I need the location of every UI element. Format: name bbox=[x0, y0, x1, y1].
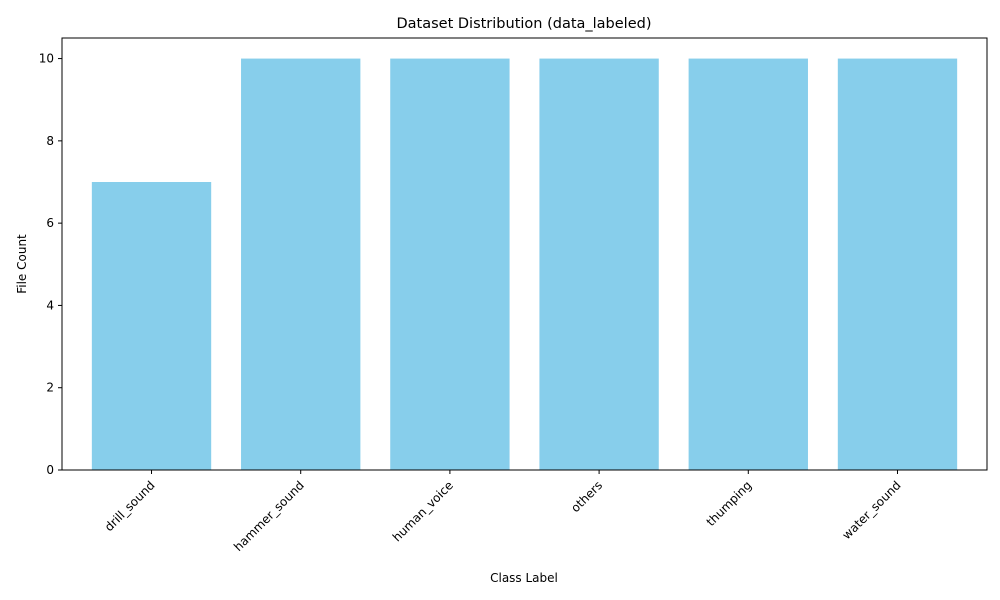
bar-hammer_sound bbox=[241, 58, 361, 470]
x-axis: drill_sound hammer_sound human_voice others… bbox=[102, 470, 904, 554]
y-axis: 0 2 4 6 8 10 bbox=[39, 52, 62, 477]
x-tick-label: thumping bbox=[704, 478, 755, 529]
chart-title: Dataset Distribution (data_labeled) bbox=[396, 16, 651, 32]
bars-group bbox=[91, 58, 958, 470]
y-tick-label: 6 bbox=[46, 216, 54, 230]
bar-thumping bbox=[688, 58, 808, 470]
y-tick-label: 8 bbox=[46, 134, 54, 148]
y-tick-label: 2 bbox=[46, 381, 54, 395]
x-axis-label: Class Label bbox=[490, 571, 558, 585]
x-tick-label: others bbox=[568, 478, 605, 515]
y-tick-label: 10 bbox=[39, 52, 54, 66]
plot-frame bbox=[61, 37, 988, 471]
x-tick-label: hammer_sound bbox=[231, 478, 307, 554]
y-axis-label: File Count bbox=[15, 234, 29, 294]
y-tick-label: 0 bbox=[46, 463, 54, 477]
bar-human_voice bbox=[390, 58, 510, 470]
y-tick-label: 4 bbox=[46, 298, 54, 312]
bar-others bbox=[539, 58, 659, 470]
x-tick-label: drill_sound bbox=[102, 478, 158, 534]
x-tick-label: human_voice bbox=[390, 478, 456, 544]
bar-drill_sound bbox=[91, 182, 212, 470]
bar-water_sound bbox=[837, 58, 958, 470]
x-tick-label: water_sound bbox=[840, 478, 904, 542]
